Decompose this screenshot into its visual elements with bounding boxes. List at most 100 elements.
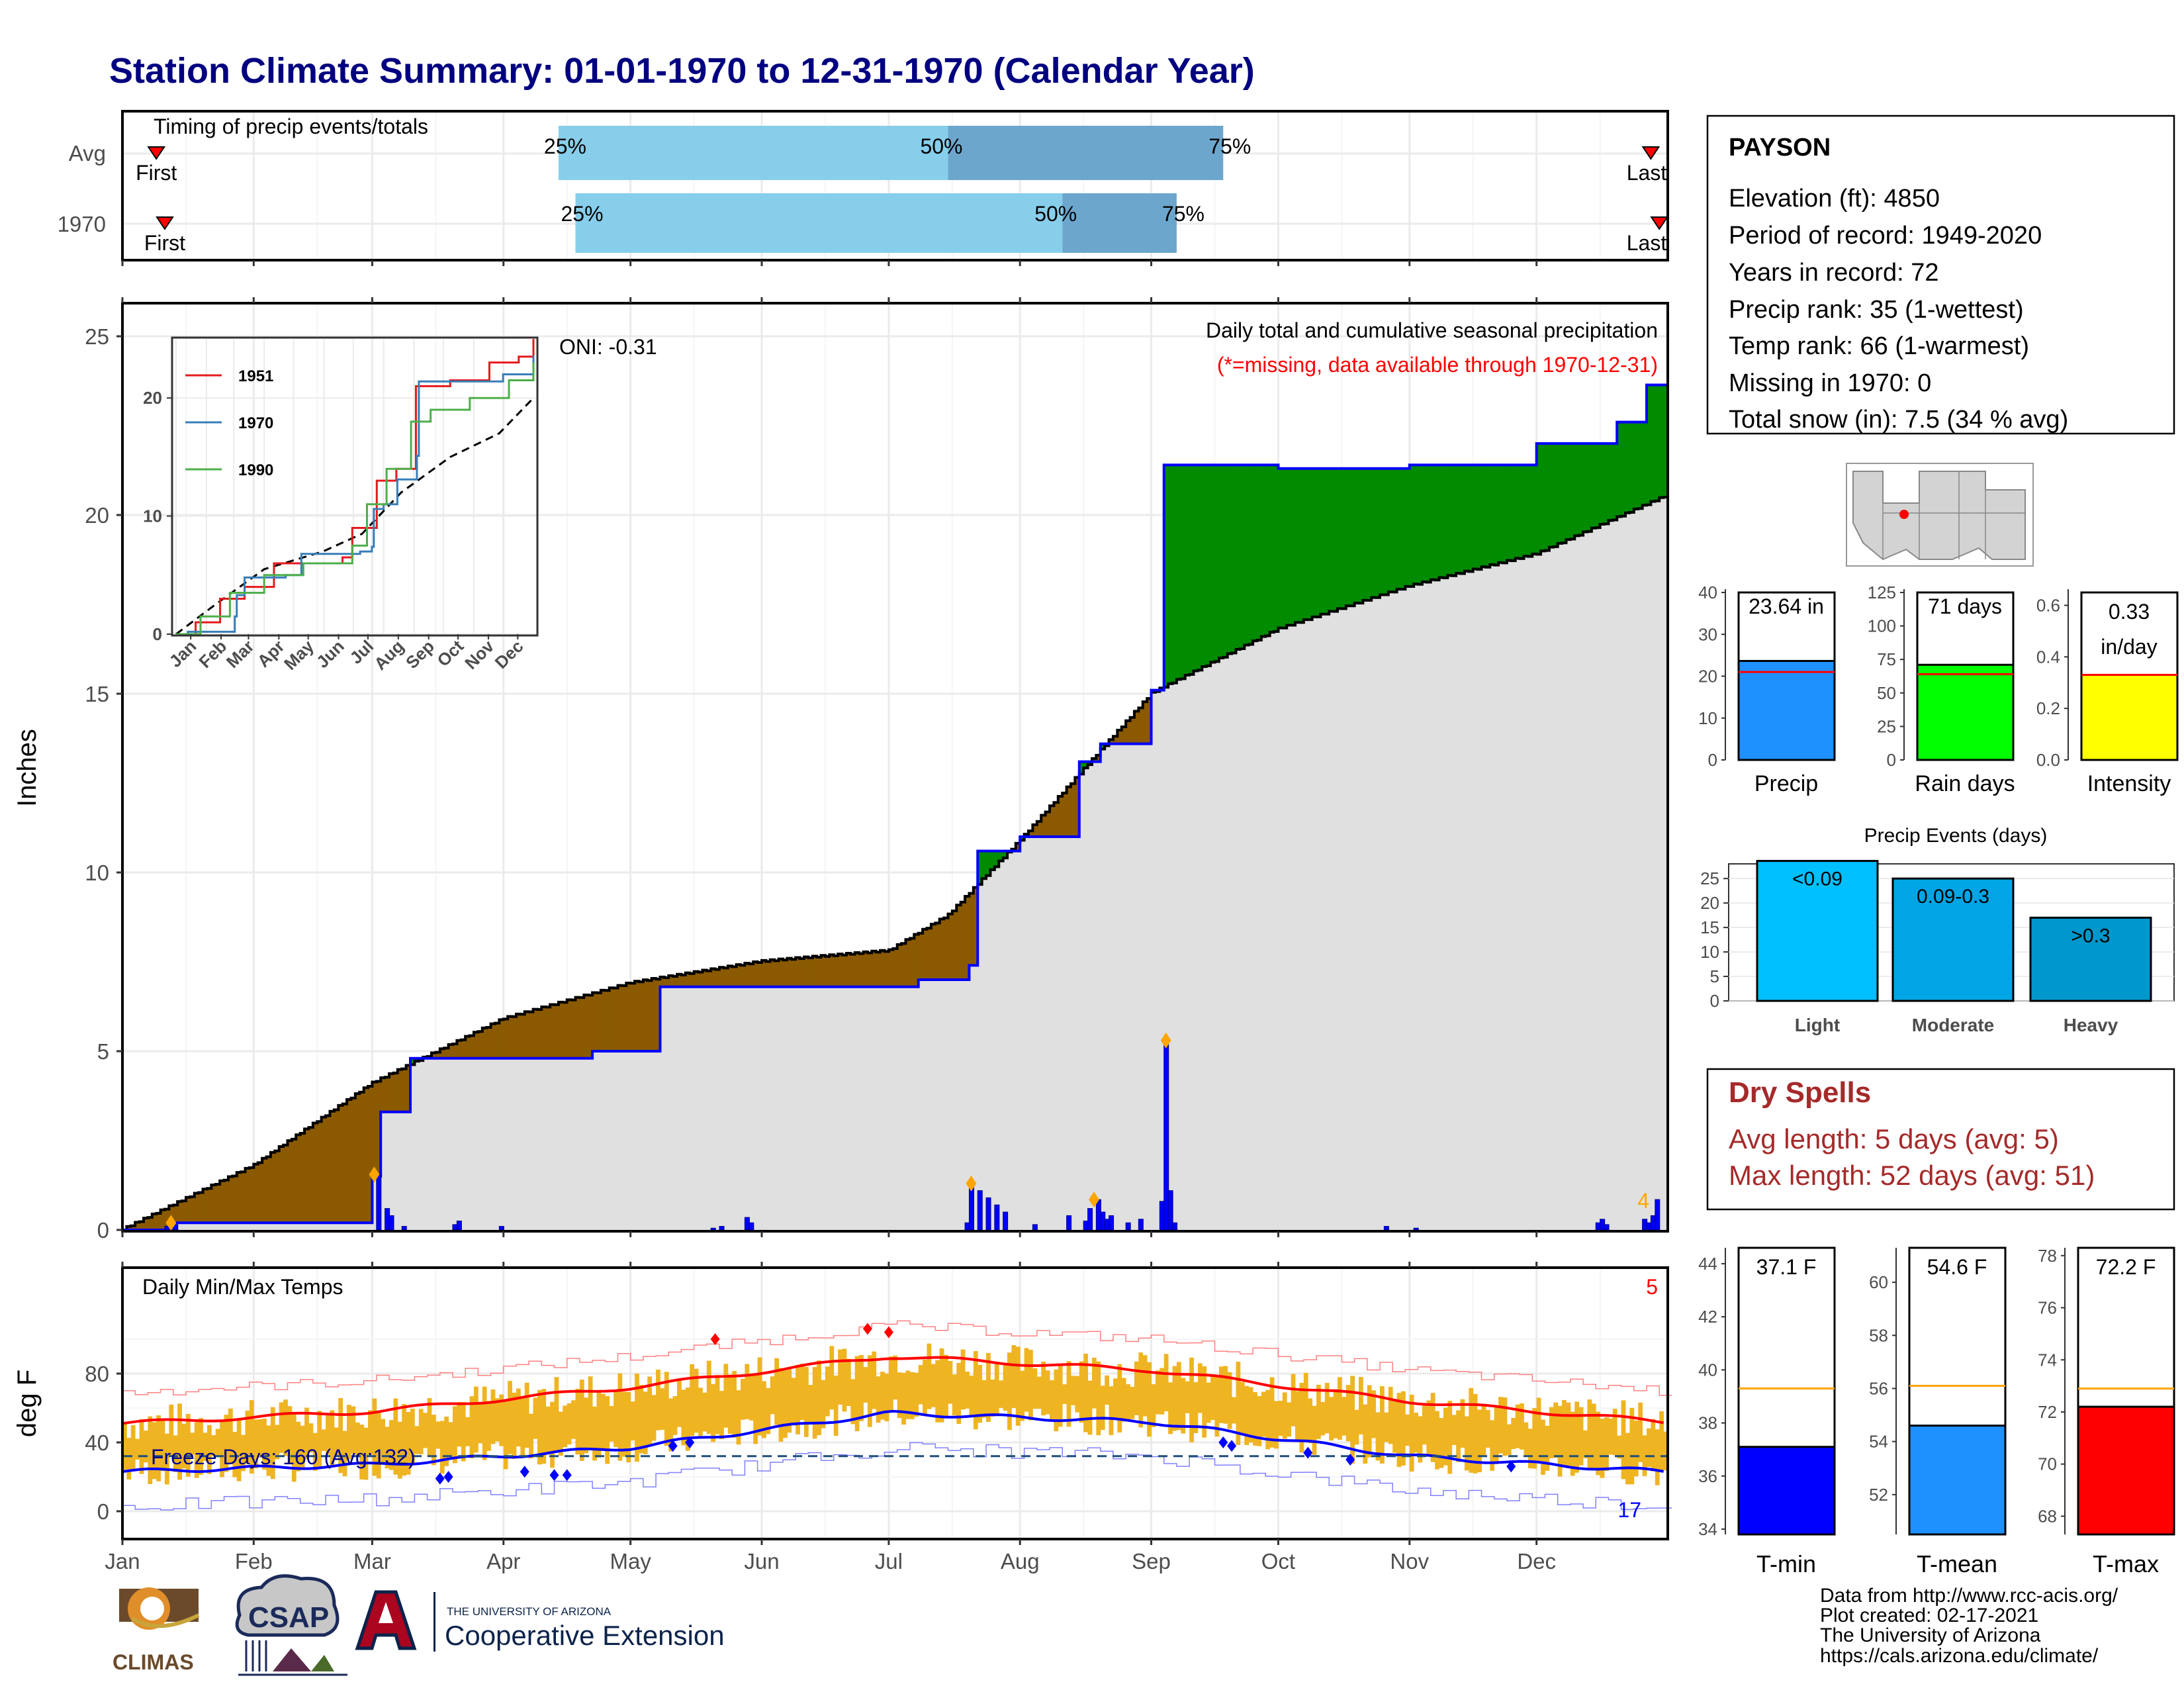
daily-temp-range-bar (1422, 1405, 1427, 1445)
mini-bar-chart-intensity: 0.0 0.2 0.4 0.6 Intensity 0.33 in/day (2036, 589, 2179, 796)
mini-bar-value (1737, 659, 1836, 761)
daily-temp-range-bar (245, 1411, 250, 1464)
daily-temp-range-bar (694, 1368, 699, 1433)
record-max-line (122, 1320, 1672, 1396)
daily-temp-range-bar (1291, 1374, 1296, 1427)
departure-fill (1396, 468, 1402, 590)
ytick-label: 10 (85, 861, 109, 885)
departure-fill (999, 851, 1004, 861)
departure-fill (1261, 465, 1266, 637)
daily-temp-range-bar (1193, 1382, 1199, 1433)
daily-temp-range-bar (668, 1398, 674, 1452)
daily-temp-range-bar (1261, 1391, 1266, 1437)
mini-ytick-label: 0.6 (2036, 595, 2060, 615)
event-bar-moderate (1891, 877, 2015, 1002)
departure-fill (799, 959, 805, 987)
departure-fill (1299, 468, 1304, 623)
daily-temp-range-bar (376, 1411, 381, 1479)
daily-temp-range-bar (1477, 1409, 1482, 1473)
precip-panel: 0 5 10 15 20 25 Inches Daily total and cumula… (13, 302, 1669, 1243)
dry-spells-title: Dry Spells (1729, 1076, 1871, 1109)
departure-fill (275, 1150, 280, 1223)
daily-temp-range-bar (550, 1401, 555, 1468)
record-low-marker-icon (1303, 1446, 1313, 1459)
departure-fill (1633, 422, 1639, 509)
departure-fill (326, 1115, 331, 1223)
daily-temp-range-bar (1473, 1393, 1478, 1474)
departure-fill (600, 990, 606, 1051)
daily-temp-range-bar (486, 1401, 491, 1451)
departure-fill (516, 1013, 521, 1058)
daily-precip-bar (1003, 1211, 1009, 1231)
daily-temp-range-bar (1557, 1405, 1563, 1477)
daily-temp-range-bar (1541, 1419, 1545, 1475)
daily-temp-range-bar (232, 1432, 238, 1477)
temp-ytick-label: 72 (2038, 1402, 2057, 1422)
departure-fill (376, 1081, 381, 1176)
daily-temp-range-bar (1447, 1401, 1453, 1474)
daily-temp-range-bar (978, 1364, 983, 1423)
daily-temp-range-bar (651, 1395, 657, 1441)
daily-temp-range-bar (1506, 1424, 1512, 1455)
departure-fill (960, 902, 966, 980)
temp-bar-value (1908, 1425, 2007, 1536)
daily-temp-range-bar (588, 1376, 593, 1448)
departure-fill (1557, 444, 1563, 543)
daily-temp-range-bar (482, 1386, 487, 1460)
temp-bar-chart-t-max: 68 70 72 74 76 78 72.2 F T-max (2038, 1246, 2175, 1577)
departure-fill (330, 1111, 335, 1223)
daily-temp-range-bar (143, 1430, 148, 1463)
departure-fill (1210, 465, 1216, 663)
daily-temp-range-bar (1574, 1401, 1580, 1473)
temp-bar-label: T-min (1756, 1550, 1816, 1577)
daily-temp-range-bar (266, 1425, 271, 1476)
daily-temp-range-bar (592, 1406, 597, 1461)
events-ytick-label: 5 (1710, 966, 1719, 986)
mini-bar-label: Precip (1754, 771, 1818, 796)
departure-fill (706, 970, 711, 987)
footer-credits: Data from http://www.rcc-acis.org/ Plot … (1820, 1585, 2118, 1667)
departure-fill (533, 1009, 538, 1058)
inset-xtick-label: Aug (370, 636, 408, 674)
departure-fill (749, 964, 754, 987)
station-marker-icon (1899, 510, 1909, 519)
departure-fill (592, 992, 598, 1051)
q75-label: 75% (1162, 202, 1205, 226)
daily-temp-range-bar (1485, 1409, 1490, 1448)
mini-ytick-label: 75 (1877, 649, 1896, 669)
month-label: Jul (875, 1549, 903, 1573)
departure-fill (1028, 831, 1034, 837)
event-bar-label: >0.3 (2071, 925, 2110, 947)
daily-temp-range-bar (817, 1360, 821, 1436)
daily-precip-bar (1138, 1219, 1144, 1231)
departure-fill (817, 957, 822, 987)
departure-fill (617, 985, 623, 1051)
daily-temp-range-bar (516, 1388, 521, 1447)
daily-temp-range-bar (872, 1351, 877, 1409)
daily-temp-range-bar (359, 1425, 365, 1479)
daily-precip-bar (985, 1197, 991, 1231)
departure-fill (312, 1123, 318, 1223)
record-low-marker-icon (1345, 1454, 1355, 1466)
departure-fill (1583, 444, 1588, 532)
departure-fill (550, 1004, 555, 1058)
daily-temp-range-bar (596, 1391, 602, 1458)
daily-temp-range-bar (220, 1419, 224, 1477)
daily-temp-range-bar (1176, 1362, 1181, 1430)
daily-temp-range-bar (1469, 1387, 1474, 1473)
departure-fill (1003, 851, 1008, 859)
departure-fill (1578, 444, 1584, 536)
q25-label: 25% (561, 202, 604, 226)
first-label: First (144, 231, 185, 255)
departure-fill (1536, 444, 1541, 555)
dry-spells-box: Dry Spells Avg length: 5 days (avg: 5) M… (1706, 1068, 2175, 1211)
departure-fill (796, 957, 801, 987)
record-low-marker-icon (562, 1469, 572, 1481)
daily-temp-range-bar (829, 1346, 835, 1410)
departure-fill (867, 953, 872, 987)
departure-fill (1172, 465, 1177, 683)
q25-label: 25% (544, 134, 586, 158)
inset-xtick-label: Dec (491, 636, 527, 673)
timing-title: Timing of precip events/totals (154, 115, 428, 138)
departure-fill (1596, 444, 1601, 528)
